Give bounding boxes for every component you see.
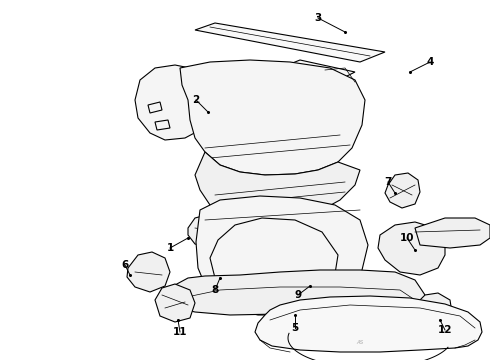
- Text: 3: 3: [315, 13, 321, 23]
- Text: 10: 10: [400, 233, 414, 243]
- Text: 8: 8: [211, 285, 219, 295]
- Polygon shape: [195, 152, 360, 222]
- Text: 4: 4: [426, 57, 434, 67]
- Polygon shape: [255, 296, 482, 352]
- Polygon shape: [170, 270, 425, 316]
- Polygon shape: [180, 60, 365, 175]
- Polygon shape: [378, 222, 445, 275]
- Polygon shape: [195, 23, 385, 62]
- Circle shape: [271, 111, 279, 119]
- Text: 11: 11: [173, 327, 187, 337]
- Polygon shape: [155, 284, 195, 322]
- Polygon shape: [196, 196, 368, 315]
- Polygon shape: [127, 252, 170, 292]
- Text: 7: 7: [384, 177, 392, 187]
- Text: 1: 1: [167, 243, 173, 253]
- Polygon shape: [415, 293, 452, 326]
- Text: 6: 6: [122, 260, 129, 270]
- Text: AS: AS: [356, 339, 364, 345]
- Polygon shape: [385, 173, 420, 208]
- Text: 2: 2: [193, 95, 199, 105]
- Text: 9: 9: [294, 290, 301, 300]
- Polygon shape: [135, 65, 215, 140]
- Polygon shape: [415, 218, 490, 248]
- Polygon shape: [280, 60, 355, 82]
- Text: 12: 12: [438, 325, 452, 335]
- Polygon shape: [188, 214, 230, 248]
- Text: 5: 5: [292, 323, 298, 333]
- Polygon shape: [198, 238, 248, 272]
